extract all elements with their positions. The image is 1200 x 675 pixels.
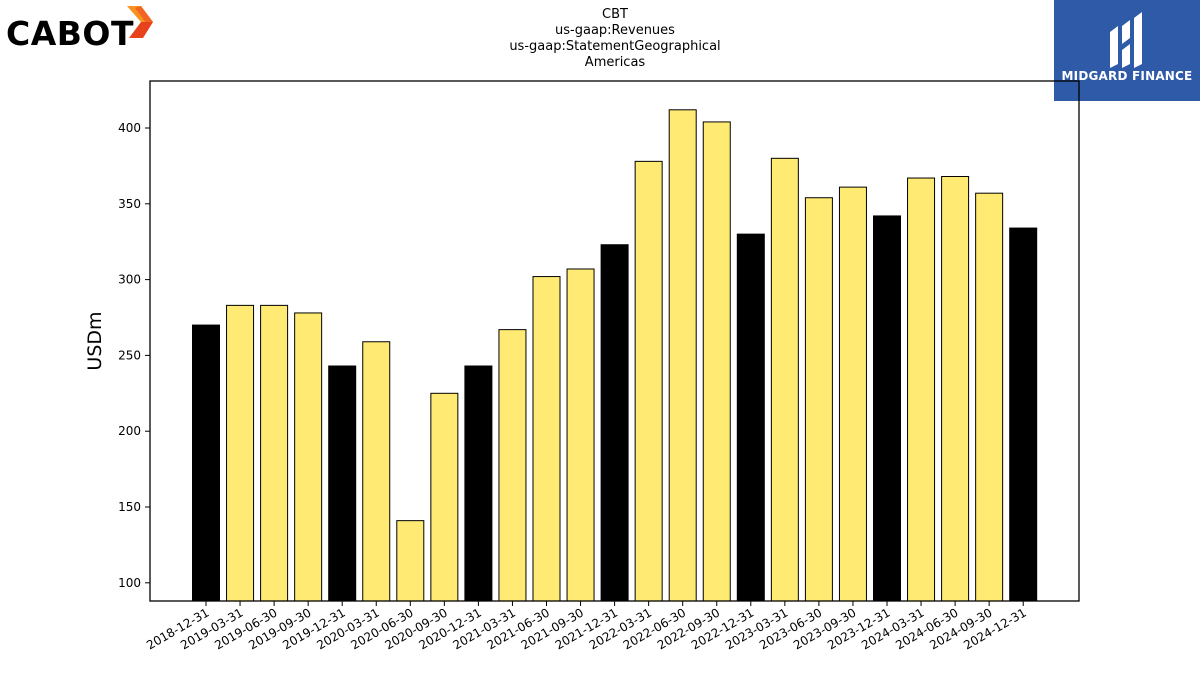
bar	[328, 365, 357, 602]
chart-title-line-3: us-gaap:StatementGeographical	[509, 39, 721, 54]
plot-frame	[149, 80, 1080, 602]
y-tick-label: 100	[118, 576, 141, 590]
bar	[430, 392, 459, 602]
midgard-logo-mark	[1110, 12, 1142, 68]
bar	[736, 233, 765, 602]
y-axis-label: USDm	[84, 311, 106, 370]
cabot-wordmark: CABOT	[6, 14, 134, 53]
bar	[192, 324, 220, 602]
y-tick-label: 200	[118, 424, 141, 438]
bar	[770, 157, 799, 602]
bar	[804, 197, 833, 602]
bar	[498, 329, 527, 602]
bar	[702, 121, 731, 602]
midgard-finance-logo: MIDGARD FINANCE	[1054, 0, 1200, 101]
bar	[668, 109, 697, 602]
chart-title: CBT us-gaap:Revenues us-gaap:StatementGe…	[415, 7, 815, 71]
bar	[226, 304, 255, 602]
y-tick-label: 150	[118, 500, 141, 514]
cabot-logo: CABOT	[4, 4, 164, 54]
bar	[873, 215, 901, 602]
chart-title-line-1: CBT	[602, 7, 628, 22]
bar	[907, 177, 936, 602]
bar	[566, 268, 595, 602]
y-tick-label: 350	[118, 197, 141, 211]
y-tick-label: 400	[118, 121, 141, 135]
chart-title-line-2: us-gaap:Revenues	[555, 23, 675, 38]
bar	[600, 244, 629, 602]
bar	[464, 365, 493, 602]
chart-title-line-4: Americas	[584, 55, 646, 70]
bar	[532, 276, 561, 602]
bar	[294, 312, 323, 602]
bar	[941, 176, 970, 602]
midgard-brand-name: MIDGARD FINANCE	[1061, 69, 1193, 83]
bar	[362, 341, 391, 602]
bar	[1009, 227, 1038, 602]
bar	[260, 304, 289, 602]
y-tick-label: 300	[118, 273, 141, 287]
bar	[975, 192, 1004, 602]
bar	[396, 520, 425, 602]
bar	[838, 186, 867, 602]
y-tick-label: 250	[118, 348, 141, 362]
cabot-logo-mark	[127, 6, 153, 38]
bar	[634, 160, 663, 602]
